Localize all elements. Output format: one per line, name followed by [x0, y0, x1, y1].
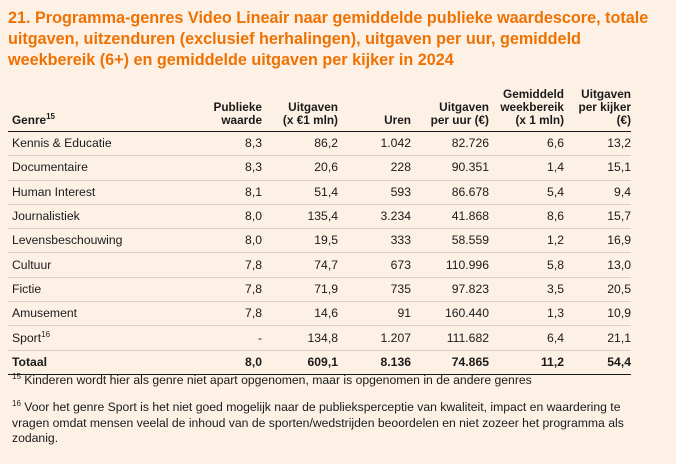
table-row: Journalistiek 8,0 135,4 3.234 41.868 8,6 15,7	[8, 204, 631, 230]
table-header-row: Genre15 Publieke waarde Uitgaven (x €1 mln…	[8, 88, 631, 132]
cell-genre: Kennis & Educatie	[8, 131, 166, 157]
table-total-row: Totaal 8,0 609,1 8.136 74.865 11,2 54,4	[8, 349, 631, 375]
cell-uren: 91	[338, 301, 411, 327]
cell-uitgaven-per-uur: 160.440	[411, 301, 489, 327]
table-row: Fictie 7,8 71,9 735 97.823 3,5 20,5	[8, 277, 631, 303]
cell-uitgaven-per-kijker: 9,4	[564, 180, 631, 205]
cell-genre: Sport16	[8, 325, 166, 351]
cell-uitgaven-per-uur: 110.996	[411, 252, 489, 278]
cell-weekbereik: 1,3	[489, 301, 564, 327]
cell-uitgaven-per-kijker: 15,7	[564, 204, 631, 230]
cell-publieke-waarde: 8,0	[166, 228, 262, 254]
total-label: Totaal	[8, 349, 166, 375]
cell-uitgaven: 135,4	[262, 204, 338, 230]
header-uitgaven-per-kijker: Uitgaven per kijker (€)	[564, 88, 631, 132]
header-publieke-waarde: Publieke waarde	[166, 88, 262, 132]
cell-publieke-waarde: 7,8	[166, 252, 262, 278]
total-publieke-waarde: 8,0	[166, 349, 262, 375]
header-weekbereik: Gemiddeld weekbereik (x 1 mln)	[489, 88, 564, 132]
cell-weekbereik: 1,4	[489, 155, 564, 181]
cell-genre: Cultuur	[8, 252, 166, 278]
footnote-ref-16: 16	[41, 329, 51, 339]
cell-weekbereik: 1,2	[489, 228, 564, 254]
cell-uitgaven-per-kijker: 16,9	[564, 228, 631, 254]
header-uitgaven: Uitgaven (x €1 mln)	[262, 88, 338, 132]
cell-publieke-waarde: 8,3	[166, 131, 262, 157]
cell-uren: 228	[338, 155, 411, 181]
genre-table: Genre15 Publieke waarde Uitgaven (x €1 mln…	[8, 88, 631, 375]
cell-uitgaven-per-uur: 82.726	[411, 131, 489, 157]
cell-uitgaven-per-kijker: 20,5	[564, 277, 631, 303]
cell-uitgaven-per-uur: 97.823	[411, 277, 489, 303]
header-uren: Uren	[338, 88, 411, 132]
total-uitgaven-per-uur: 74.865	[411, 349, 489, 375]
cell-genre: Documentaire	[8, 155, 166, 181]
total-uitgaven-per-kijker: 54,4	[564, 349, 631, 375]
cell-uitgaven: 134,8	[262, 325, 338, 351]
cell-weekbereik: 5,4	[489, 180, 564, 205]
cell-genre: Levensbeschouwing	[8, 228, 166, 254]
cell-uren: 3.234	[338, 204, 411, 230]
table-row: Kennis & Educatie 8,3 86,2 1.042 82.726 6,6 13…	[8, 131, 631, 157]
cell-uitgaven-per-uur: 41.868	[411, 204, 489, 230]
cell-publieke-waarde: 8,3	[166, 155, 262, 181]
cell-uitgaven-per-uur: 90.351	[411, 155, 489, 181]
cell-uitgaven: 51,4	[262, 180, 338, 205]
table-row: Cultuur 7,8 74,7 673 110.996 5,8 13,0	[8, 252, 631, 278]
cell-weekbereik: 5,8	[489, 252, 564, 278]
table-row: Documentaire 8,3 20,6 228 90.351 1,4 15,1	[8, 155, 631, 181]
cell-uitgaven-per-uur: 111.682	[411, 325, 489, 351]
cell-uitgaven: 71,9	[262, 277, 338, 303]
cell-uitgaven: 20,6	[262, 155, 338, 181]
cell-uitgaven-per-kijker: 21,1	[564, 325, 631, 351]
header-uitgaven-per-uur: Uitgaven per uur (€)	[411, 88, 489, 132]
footnote-ref-15: 15	[46, 112, 56, 122]
cell-uitgaven-per-kijker: 13,2	[564, 131, 631, 157]
table-row: Amusement 7,8 14,6 91 160.440 1,3 10,9	[8, 301, 631, 327]
cell-genre: Human Interest	[8, 180, 166, 205]
cell-genre: Fictie	[8, 277, 166, 303]
table-row: Levensbeschouwing 8,0 19,5 333 58.559 1,2 16,9	[8, 228, 631, 254]
table-row: Sport16-134,8 1.207 111.682 6,4 21,1	[8, 325, 631, 351]
cell-uren: 333	[338, 228, 411, 254]
footnote-16: 16 Voor het genre Sport is het niet goed…	[12, 398, 624, 445]
cell-publieke-waarde: 8,0	[166, 204, 262, 230]
cell-uitgaven: 14,6	[262, 301, 338, 327]
cell-uitgaven-per-kijker: 13,0	[564, 252, 631, 278]
cell-uren: 1.042	[338, 131, 411, 157]
cell-uitgaven-per-kijker: 10,9	[564, 301, 631, 327]
cell-genre: Journalistiek	[8, 204, 166, 230]
cell-publieke-waarde: 7,8	[166, 277, 262, 303]
cell-uitgaven: 86,2	[262, 131, 338, 157]
cell-uitgaven-per-uur: 86.678	[411, 180, 489, 205]
cell-weekbereik: 8,6	[489, 204, 564, 230]
cell-weekbereik: 6,6	[489, 131, 564, 157]
footnote-15: 15 Kinderen wordt hier als genre niet ap…	[12, 371, 532, 387]
cell-genre: Amusement	[8, 301, 166, 327]
cell-weekbereik: 6,4	[489, 325, 564, 351]
cell-uitgaven-per-kijker: 15,1	[564, 155, 631, 181]
cell-weekbereik: 3,5	[489, 277, 564, 303]
cell-uren: 1.207	[338, 325, 411, 351]
table-row: Human Interest 8,1 51,4 593 86.678 5,4 9,4	[8, 180, 631, 205]
cell-uren: 593	[338, 180, 411, 205]
cell-uren: 735	[338, 277, 411, 303]
cell-uren: 673	[338, 252, 411, 278]
table-title: 21. Programma-genres Video Lineair naar …	[8, 9, 649, 69]
table-body: Kennis & Educatie 8,3 86,2 1.042 82.726 6,6 13…	[8, 131, 631, 351]
total-uren: 8.136	[338, 349, 411, 375]
cell-uitgaven: 19,5	[262, 228, 338, 254]
header-genre: Genre15	[8, 88, 166, 132]
cell-publieke-waarde: 7,8	[166, 301, 262, 327]
total-weekbereik: 11,2	[489, 349, 564, 375]
cell-publieke-waarde: -	[166, 325, 262, 351]
cell-publieke-waarde: 8,1	[166, 180, 262, 205]
cell-uitgaven-per-uur: 58.559	[411, 228, 489, 254]
total-uitgaven: 609,1	[262, 349, 338, 375]
cell-uitgaven: 74,7	[262, 252, 338, 278]
